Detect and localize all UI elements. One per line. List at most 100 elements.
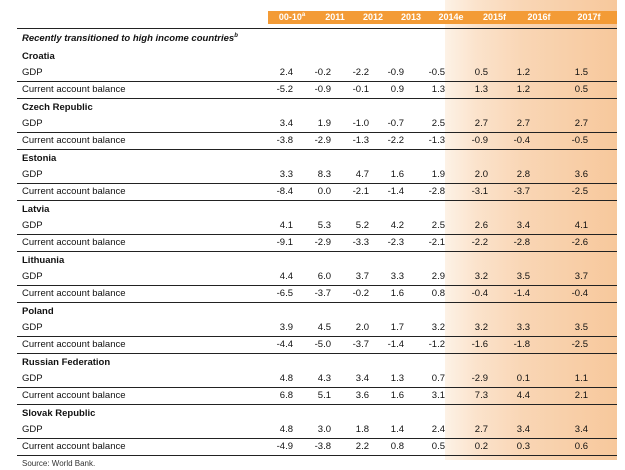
table-cell: 1.2 [516, 67, 530, 78]
table-cell: 7.3 [474, 390, 488, 401]
row-divider [17, 302, 617, 303]
table-cell: -1.6 [471, 339, 488, 350]
row-divider [17, 81, 617, 82]
table-row: GDP 4.8 3.0 1.8 1.4 2.4 2.7 3.4 3.4 [22, 422, 617, 438]
table-cell: 1.8 [355, 424, 369, 435]
table-row: Current account balance 6.8 5.1 3.6 1.6 3.1 7.… [22, 388, 617, 404]
table-cell: 3.7 [574, 271, 588, 282]
table-cell: -0.4 [471, 288, 488, 299]
table-cell: 3.5 [574, 322, 588, 333]
column-header-label: 2017f [577, 12, 601, 22]
table-cell: 0.9 [390, 84, 404, 95]
country-name: Slovak Republic [22, 408, 96, 419]
row-label: GDP [22, 220, 43, 231]
table-cell: -0.1 [352, 84, 369, 95]
country-name: Russian Federation [22, 357, 111, 368]
table-cell: -0.2 [314, 67, 331, 78]
table-cell: 5.1 [317, 390, 331, 401]
table-cell: 2.7 [474, 118, 488, 129]
table-cell: 1.4 [390, 424, 404, 435]
column-header-label: 2012 [362, 12, 384, 22]
table-cell: 1.5 [574, 67, 588, 78]
table-cell: 3.4 [516, 424, 530, 435]
table-cell: 0.8 [431, 288, 445, 299]
table-cell: -1.3 [428, 135, 445, 146]
table-row: Current account balance -4.9 -3.8 2.2 0.8 0.5… [22, 439, 617, 455]
table-cell: 4.8 [279, 373, 293, 384]
table-cell: 3.4 [279, 118, 293, 129]
table-cell: -2.2 [471, 237, 488, 248]
row-label: GDP [22, 169, 43, 180]
table-cell: -6.5 [276, 288, 293, 299]
column-header-label: 2013 [400, 12, 422, 22]
table-cell: -3.3 [352, 237, 369, 248]
table-row: Current account balance -6.5 -3.7 -0.2 1.6 0.… [22, 286, 617, 302]
table-cell: -8.4 [276, 186, 293, 197]
table-cell: 1.9 [317, 118, 331, 129]
table-row: GDP 2.4 -0.2 -2.2 -0.9 -0.5 0.5 1.2 1.5 [22, 65, 617, 81]
column-header-label: 00-10 [278, 12, 302, 22]
table-cell: 2.1 [574, 390, 588, 401]
table-cell: 0.5 [574, 84, 588, 95]
table-row: GDP 4.8 4.3 3.4 1.3 0.7 -2.9 0.1 1.1 [22, 371, 617, 387]
table-cell: 2.6 [474, 220, 488, 231]
table-row: Current account balance -8.4 0.0 -2.1 -1.4 -2… [22, 184, 617, 200]
country-name: Croatia [22, 51, 55, 62]
table-row: Current account balance -5.2 -0.9 -0.1 0.9 1.… [22, 82, 617, 98]
row-label: GDP [22, 271, 43, 282]
column-header: 2011 [316, 11, 354, 24]
table-cell: 8.3 [317, 169, 331, 180]
table-cell: -5.0 [314, 339, 331, 350]
row-divider [17, 387, 617, 388]
column-header-footnote: a [301, 12, 306, 18]
row-label: Current account balance [22, 237, 126, 248]
table-cell: -0.5 [571, 135, 588, 146]
table-cell: 3.4 [574, 424, 588, 435]
table-cell: -0.2 [352, 288, 369, 299]
column-header-label: 2015f [482, 12, 507, 22]
table-cell: 4.3 [317, 373, 331, 384]
table-cell: -3.7 [314, 288, 331, 299]
section-title: Recently transitioned to high income cou… [22, 32, 238, 44]
column-header-label: 2014e [438, 12, 464, 22]
column-header-label: 2011 [325, 12, 345, 22]
table-cell: 4.1 [574, 220, 588, 231]
column-header: 2017f [561, 11, 617, 24]
table-cell: 3.5 [516, 271, 530, 282]
table-cell: -3.7 [513, 186, 530, 197]
table-cell: -0.4 [571, 288, 588, 299]
table-cell: -0.5 [428, 67, 445, 78]
column-header: 2013 [392, 11, 430, 24]
table-cell: 1.2 [516, 84, 530, 95]
table-cell: 4.8 [279, 424, 293, 435]
table-cell: 4.4 [516, 390, 530, 401]
table-cell: 5.3 [317, 220, 331, 231]
table-cell: -1.0 [352, 118, 369, 129]
forecast-shading [445, 0, 617, 460]
row-divider [17, 98, 617, 99]
table-cell: 3.3 [279, 169, 293, 180]
table-cell: -3.1 [471, 186, 488, 197]
table-cell: -4.9 [276, 441, 293, 452]
table-cell: 5.2 [355, 220, 369, 231]
table-cell: -1.8 [513, 339, 530, 350]
table-cell: -2.8 [513, 237, 530, 248]
table-cell: 6.8 [279, 390, 293, 401]
table-cell: 2.5 [431, 118, 445, 129]
table-cell: 6.0 [317, 271, 331, 282]
table-cell: -4.4 [276, 339, 293, 350]
row-divider [17, 183, 617, 184]
table-cell: -1.3 [352, 135, 369, 146]
table-cell: 2.7 [574, 118, 588, 129]
table-cell: 0.1 [516, 373, 530, 384]
table-cell: -1.4 [513, 288, 530, 299]
table-cell: -3.8 [276, 135, 293, 146]
row-label: Current account balance [22, 84, 126, 95]
table-cell: -2.9 [314, 237, 331, 248]
table-row: GDP 3.3 8.3 4.7 1.6 1.9 2.0 2.8 3.6 [22, 167, 617, 183]
table-cell: 3.2 [431, 322, 445, 333]
row-divider [17, 149, 617, 150]
table-cell: 0.0 [317, 186, 331, 197]
table-cell: 2.4 [431, 424, 445, 435]
